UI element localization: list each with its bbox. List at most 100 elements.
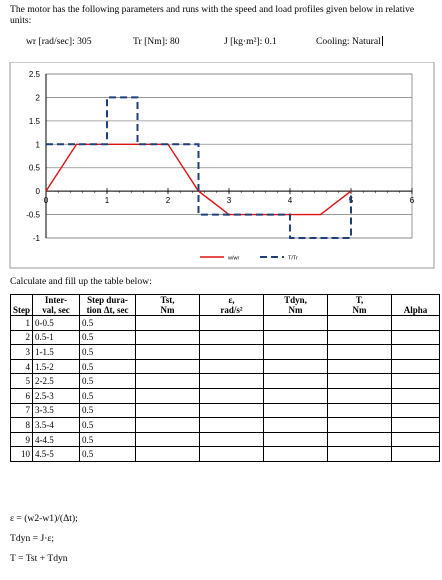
cell-tdyn[interactable] <box>263 402 329 419</box>
table-row: 1 0-0.5 0.5 <box>9 315 441 331</box>
cell-alpha[interactable] <box>391 358 441 375</box>
cell-t[interactable] <box>327 373 393 389</box>
cell-alpha[interactable] <box>391 387 441 404</box>
cell-step: 7 <box>9 402 34 419</box>
cell-tdyn[interactable] <box>263 446 329 462</box>
y-tick-label: 1 <box>36 140 41 149</box>
cell-alpha[interactable] <box>391 329 441 346</box>
header-epsilon: ε, rad/s² <box>199 294 265 316</box>
cell-alpha[interactable] <box>391 373 441 389</box>
table-row: 8 3.5-4 0.5 <box>9 417 441 433</box>
cell-tdyn[interactable] <box>263 358 329 375</box>
cell-tdyn[interactable] <box>263 373 329 389</box>
calculation-table: Step Inter-val, sec Step dura-tion Δt, s… <box>9 294 441 462</box>
param-tr: Tr [Nm]: 80 <box>133 36 180 47</box>
header-interval: Inter-val, sec <box>32 294 81 316</box>
cell-t[interactable] <box>327 315 393 331</box>
cell-duration: 0.5 <box>79 315 137 331</box>
cell-t[interactable] <box>327 446 393 462</box>
cell-duration: 0.5 <box>79 373 137 389</box>
cell-epsilon[interactable] <box>199 373 265 389</box>
cell-tdyn[interactable] <box>263 329 329 346</box>
cell-interval: 3-3.5 <box>32 402 81 419</box>
cell-t[interactable] <box>327 402 393 419</box>
cell-t[interactable] <box>327 387 393 404</box>
cell-tst[interactable] <box>135 315 201 331</box>
cell-tdyn[interactable] <box>263 344 329 360</box>
cell-alpha[interactable] <box>391 431 441 448</box>
cell-t[interactable] <box>327 431 393 448</box>
table-instruction: Calculate and fill up the table below: <box>10 276 152 287</box>
cell-tst[interactable] <box>135 358 201 375</box>
cell-epsilon[interactable] <box>199 402 265 419</box>
cell-alpha[interactable] <box>391 402 441 419</box>
header-t: T, Nm <box>327 294 393 316</box>
table-header-row: Step Inter-val, sec Step dura-tion Δt, s… <box>9 294 441 316</box>
table-row: 3 1-1.5 0.5 <box>9 344 441 360</box>
cell-step: 1 <box>9 315 34 331</box>
cell-step: 10 <box>9 446 34 462</box>
cell-epsilon[interactable] <box>199 344 265 360</box>
y-tick-label: 1.5 <box>29 117 41 126</box>
table-row: 4 1.5-2 0.5 <box>9 358 441 375</box>
cell-epsilon[interactable] <box>199 446 265 462</box>
param-cooling[interactable]: Cooling: Natural <box>316 36 383 47</box>
cell-step: 5 <box>9 373 34 389</box>
cell-tst[interactable] <box>135 446 201 462</box>
cell-alpha[interactable] <box>391 315 441 331</box>
cell-tdyn[interactable] <box>263 387 329 404</box>
y-tick-label: 2.5 <box>29 70 41 79</box>
param-wr: wr [rad/sec]: 305 <box>26 36 92 47</box>
header-step: Step <box>9 294 34 316</box>
table-row: 7 3-3.5 0.5 <box>9 402 441 419</box>
cell-epsilon[interactable] <box>199 417 265 433</box>
cell-tst[interactable] <box>135 344 201 360</box>
series-torque-line <box>46 96 352 239</box>
x-tick-label: 4 <box>288 196 293 205</box>
param-cooling-text: Cooling: Natural <box>316 36 381 47</box>
chart-series <box>45 96 352 239</box>
table-row: 10 4.5-5 0.5 <box>9 446 441 462</box>
cell-alpha[interactable] <box>391 417 441 433</box>
cell-alpha[interactable] <box>391 344 441 360</box>
cell-epsilon[interactable] <box>199 358 265 375</box>
cell-t[interactable] <box>327 417 393 433</box>
cell-tst[interactable] <box>135 417 201 433</box>
cell-tst[interactable] <box>135 329 201 346</box>
legend-label: w/wr <box>227 256 239 262</box>
cell-interval: 2.5-3 <box>32 387 81 404</box>
cell-epsilon[interactable] <box>199 431 265 448</box>
cell-alpha[interactable] <box>391 446 441 462</box>
cell-tst[interactable] <box>135 387 201 404</box>
chart-frame <box>9 62 435 269</box>
cell-tst[interactable] <box>135 373 201 389</box>
cell-interval: 4.5-5 <box>32 446 81 462</box>
cell-tdyn[interactable] <box>263 417 329 433</box>
cell-tdyn[interactable] <box>263 431 329 448</box>
cell-epsilon[interactable] <box>199 387 265 404</box>
cell-interval: 0-0.5 <box>32 315 81 331</box>
cell-duration: 0.5 <box>79 344 137 360</box>
cell-interval: 0.5-1 <box>32 329 81 346</box>
cell-tst[interactable] <box>135 431 201 448</box>
cell-tst[interactable] <box>135 402 201 419</box>
cell-step: 3 <box>9 344 34 360</box>
y-tick-label: 2 <box>36 93 41 102</box>
formula-torque: T = Tst + Tdyn <box>10 553 68 564</box>
cell-duration: 0.5 <box>79 402 137 419</box>
table-row: 6 2.5-3 0.5 <box>9 387 441 404</box>
cell-epsilon[interactable] <box>199 329 265 346</box>
cell-duration: 0.5 <box>79 358 137 375</box>
cell-step: 8 <box>9 417 34 433</box>
cell-t[interactable] <box>327 358 393 375</box>
cell-t[interactable] <box>327 329 393 346</box>
header-alpha: Alpha <box>391 294 441 316</box>
y-tick-labels: 2.5 2 1.5 1 0.5 0 -0.5 -1 <box>26 70 40 243</box>
text-cursor <box>381 36 383 46</box>
cell-t[interactable] <box>327 344 393 360</box>
cell-interval: 1-1.5 <box>32 344 81 360</box>
y-tick-label: -0.5 <box>26 211 40 220</box>
cell-tdyn[interactable] <box>263 315 329 331</box>
cell-epsilon[interactable] <box>199 315 265 331</box>
